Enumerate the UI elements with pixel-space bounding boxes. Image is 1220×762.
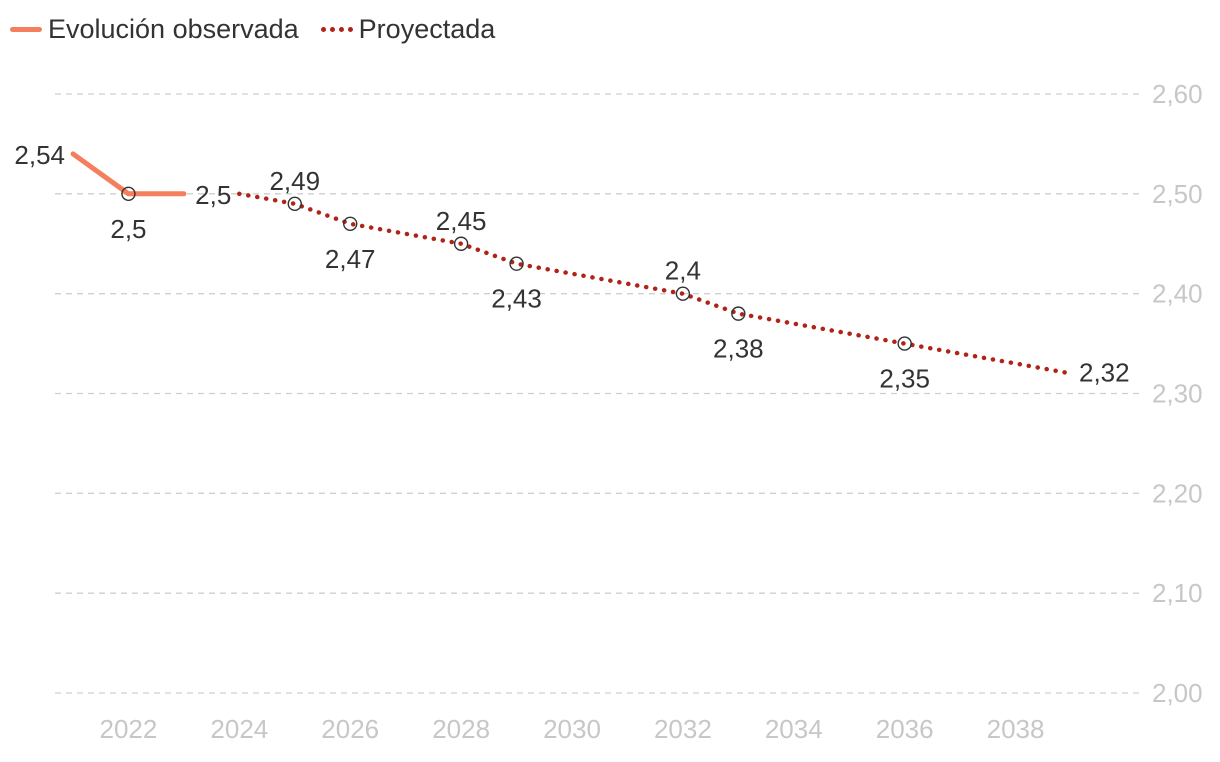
y-tick-label: 2,60 <box>1152 79 1203 109</box>
x-tick-label: 2022 <box>100 714 158 744</box>
data-labels: 2,54 2,5 2,5 2,49 2,47 2,45 2,43 2,4 2,38 2,35 2,3… <box>14 140 1129 394</box>
legend-label-projected: Proyectada <box>358 14 496 44</box>
y-axis-ticks: 2,00 2,10 2,20 2,30 2,40 2,50 2,60 <box>1152 79 1203 708</box>
point-marker <box>287 196 302 212</box>
data-label: 2,5 <box>110 214 146 244</box>
x-axis-ticks: 2022 2024 2026 2028 2030 2032 2034 2036 2038 <box>100 714 1045 744</box>
data-label: 2,5 <box>195 180 231 210</box>
series-line-observed <box>70 151 187 197</box>
data-label: 2,43 <box>491 284 542 314</box>
point-marker <box>675 286 691 301</box>
data-label: 2,47 <box>325 244 376 274</box>
y-tick-label: 2,00 <box>1152 678 1203 708</box>
legend-item-projected[interactable]: Proyectada <box>320 14 496 45</box>
point-marker <box>453 236 469 251</box>
y-tick-label: 2,40 <box>1152 279 1203 309</box>
data-label: 2,49 <box>269 166 320 196</box>
y-tick-label: 2,20 <box>1152 478 1203 508</box>
point-marker <box>509 256 524 271</box>
series-lines <box>70 151 1074 376</box>
point-marker <box>731 306 746 321</box>
point-markers <box>121 186 912 351</box>
x-tick-label: 2038 <box>987 714 1045 744</box>
y-tick-label: 2,30 <box>1152 379 1203 409</box>
grid-lines <box>55 93 1140 694</box>
chart-legend: Evolución observada Proyectada <box>10 14 495 45</box>
legend-label-observed: Evolución observada <box>48 14 299 44</box>
x-tick-label: 2030 <box>543 714 601 744</box>
data-label: 2,32 <box>1079 358 1130 388</box>
y-tick-label: 2,50 <box>1152 179 1203 209</box>
data-label: 2,38 <box>713 334 764 364</box>
data-label: 2,4 <box>665 256 701 286</box>
x-tick-label: 2028 <box>432 714 490 744</box>
point-marker <box>121 186 136 202</box>
point-marker <box>897 336 912 351</box>
x-tick-label: 2024 <box>210 714 268 744</box>
data-label: 2,45 <box>436 206 487 236</box>
x-tick-label: 2034 <box>765 714 823 744</box>
point-marker <box>343 216 358 231</box>
x-tick-label: 2032 <box>654 714 712 744</box>
x-tick-label: 2026 <box>321 714 379 744</box>
data-label: 2,35 <box>879 364 930 394</box>
y-tick-label: 2,10 <box>1152 578 1203 608</box>
legend-swatch-observed <box>10 27 42 32</box>
x-tick-label: 2036 <box>876 714 934 744</box>
data-label: 2,54 <box>14 140 65 170</box>
legend-item-observed[interactable]: Evolución observada <box>10 14 299 45</box>
legend-swatch-projected <box>320 27 353 32</box>
series-line-projected <box>237 191 1074 376</box>
